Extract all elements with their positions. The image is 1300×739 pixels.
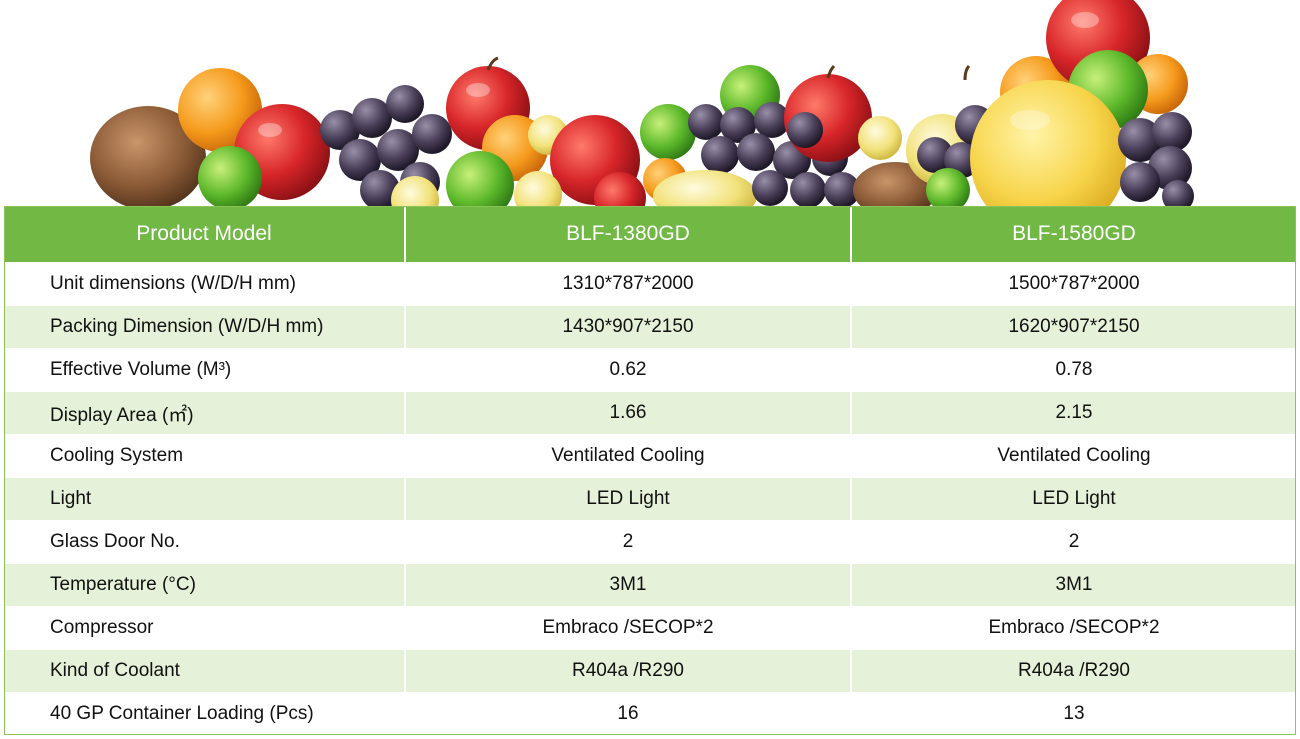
row-value-model-1: 0.62: [405, 348, 852, 392]
row-value-model-2: 1500*787*2000: [851, 262, 1296, 306]
row-value-model-1: 2: [405, 520, 852, 564]
row-label: Cooling System: [4, 434, 406, 478]
row-value-model-1: Ventilated Cooling: [405, 434, 852, 478]
header-row: Product Model BLF-1380GD BLF-1580GD: [4, 206, 1296, 263]
row-value-model-2: 2: [851, 520, 1296, 564]
spec-table: Product Model BLF-1380GD BLF-1580GD Unit…: [4, 206, 1296, 735]
row-value-model-2: 2.15: [851, 391, 1296, 435]
row-value-model-2: 0.78: [851, 348, 1296, 392]
header-model-2: BLF-1580GD: [851, 206, 1296, 263]
row-label: Unit dimensions (W/D/H mm): [4, 262, 406, 306]
row-label: Light: [4, 477, 406, 521]
row-label: Temperature (°C): [4, 563, 406, 607]
row-value-model-1: 16: [405, 692, 852, 735]
table-row: Effective Volume (M³) 0.62 0.78: [4, 348, 1296, 392]
row-label: Kind of Coolant: [4, 649, 406, 693]
table-row: Light LED Light LED Light: [4, 477, 1296, 521]
row-value-model-2: 13: [851, 692, 1296, 735]
table-row: Compressor Embraco /SECOP*2 Embraco /SEC…: [4, 606, 1296, 650]
row-label: 40 GP Container Loading (Pcs): [4, 692, 406, 735]
header-product-model: Product Model: [4, 206, 406, 263]
row-value-model-1: 3M1: [405, 563, 852, 607]
table-row: Kind of Coolant R404a /R290 R404a /R290: [4, 649, 1296, 693]
row-value-model-1: 1430*907*2150: [405, 305, 852, 349]
table-row: Temperature (°C) 3M1 3M1: [4, 563, 1296, 607]
row-label: Display Area (㎡): [4, 391, 406, 435]
row-label: Compressor: [4, 606, 406, 650]
row-value-model-2: LED Light: [851, 477, 1296, 521]
row-value-model-2: Embraco /SECOP*2: [851, 606, 1296, 650]
row-value-model-1: 1310*787*2000: [405, 262, 852, 306]
row-value-model-1: R404a /R290: [405, 649, 852, 693]
table-row: Unit dimensions (W/D/H mm) 1310*787*2000…: [4, 262, 1296, 306]
row-value-model-1: Embraco /SECOP*2: [405, 606, 852, 650]
table-row: Display Area (㎡) 1.66 2.15: [4, 391, 1296, 435]
fruit-pile-image: [90, 0, 1194, 206]
row-label: Glass Door No.: [4, 520, 406, 564]
table-row: Packing Dimension (W/D/H mm) 1430*907*21…: [4, 305, 1296, 349]
fruit-banner: [0, 0, 1300, 206]
row-value-model-2: R404a /R290: [851, 649, 1296, 693]
row-label: Packing Dimension (W/D/H mm): [4, 305, 406, 349]
table-row: 40 GP Container Loading (Pcs) 16 13: [4, 692, 1296, 735]
row-label: Effective Volume (M³): [4, 348, 406, 392]
row-value-model-2: 1620*907*2150: [851, 305, 1296, 349]
header-model-1: BLF-1380GD: [405, 206, 852, 263]
row-value-model-2: 3M1: [851, 563, 1296, 607]
row-value-model-1: LED Light: [405, 477, 852, 521]
table-row: Cooling System Ventilated Cooling Ventil…: [4, 434, 1296, 478]
table-row: Glass Door No. 2 2: [4, 520, 1296, 564]
row-value-model-1: 1.66: [405, 391, 852, 435]
row-value-model-2: Ventilated Cooling: [851, 434, 1296, 478]
